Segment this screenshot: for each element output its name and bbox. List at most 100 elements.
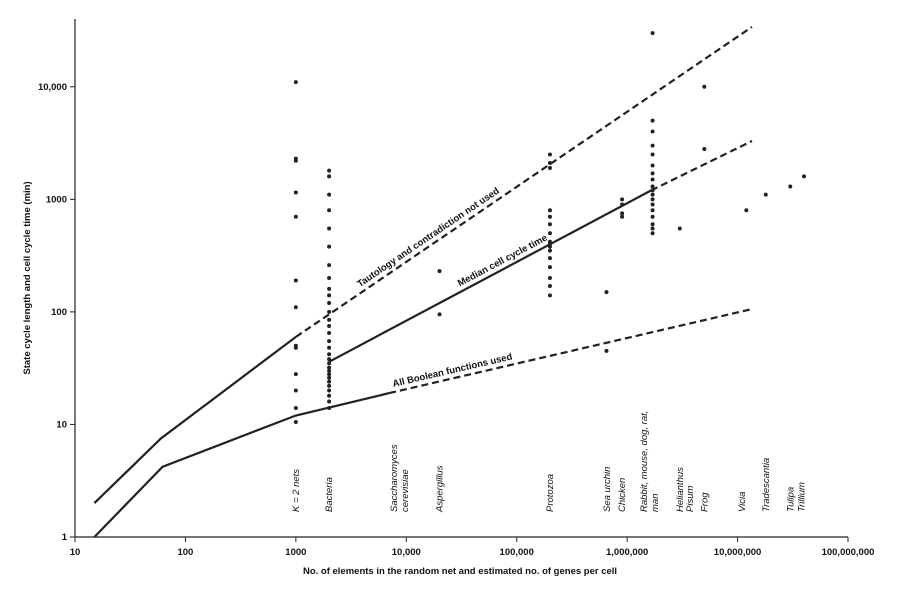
data-point: [327, 372, 332, 377]
data-point: [650, 118, 655, 123]
data-point: [620, 197, 625, 202]
data-point: [327, 276, 332, 280]
data-point: [650, 214, 655, 219]
curve: [295, 25, 753, 338]
group-label: Trillium: [797, 482, 808, 512]
data-point: [327, 405, 332, 410]
data-point: [650, 202, 655, 207]
data-point: [327, 345, 332, 350]
data-point: [788, 184, 793, 189]
data-point: [293, 80, 298, 85]
data-point: [650, 184, 655, 189]
data-point: [327, 286, 332, 291]
y-tick-label: 1000: [46, 194, 67, 205]
x-tick-label: 10,000,000: [714, 547, 762, 558]
data-point: [293, 278, 298, 283]
data-point: [327, 352, 332, 357]
data-point: [293, 305, 298, 310]
data-point: [293, 214, 298, 219]
data-point: [650, 226, 655, 231]
group-label: Saccharomyces: [389, 444, 400, 512]
data-point: [702, 84, 707, 89]
data-point: [327, 293, 332, 298]
group-label: Sea urchin: [602, 467, 613, 512]
data-point: [293, 420, 298, 425]
y-axis-title: State cycle length and cell cycle time (…: [22, 181, 33, 374]
group-label: K = 2 nets: [291, 469, 302, 512]
data-point: [327, 226, 332, 231]
data-point: [620, 211, 625, 216]
data-point: [547, 208, 552, 213]
data-point: [650, 129, 655, 134]
data-point: [650, 163, 655, 168]
data-point: [327, 399, 332, 404]
data-point: [650, 177, 655, 182]
data-point: [547, 248, 552, 253]
group-label: Protozoa: [545, 474, 556, 512]
data-point: [604, 290, 609, 295]
y-tick-label: 10,000: [38, 82, 67, 93]
data-point: [327, 192, 332, 197]
data-point: [327, 361, 332, 366]
data-point: [327, 323, 332, 328]
data-point: [802, 174, 807, 179]
data-point: [327, 174, 332, 179]
x-tick-label: 100,000,000: [822, 547, 875, 558]
y-tick-label: 1: [62, 532, 68, 543]
data-point: [327, 357, 332, 362]
data-point: [547, 214, 552, 219]
group-label: Chicken: [617, 478, 628, 512]
data-point: [650, 208, 655, 213]
data-point: [293, 190, 298, 195]
x-tick-label: 100,000: [500, 547, 534, 558]
data-point: [650, 188, 655, 193]
data-point: [437, 269, 442, 274]
data-point: [327, 263, 332, 268]
group-label: Rabbit, mouse, dog, rat,: [639, 411, 650, 512]
data-point: [702, 146, 707, 151]
group-label: Frog: [699, 492, 710, 512]
data-point: [547, 276, 552, 280]
x-axis-title: No. of elements in the random net and es…: [303, 566, 617, 577]
data-point: [327, 339, 332, 344]
data-point: [744, 208, 749, 213]
data-point: [437, 312, 442, 317]
data-point: [547, 256, 552, 261]
curve: [93, 392, 390, 538]
group-label: man: [650, 494, 661, 512]
data-point: [620, 202, 625, 207]
x-tick-label: 10,000: [392, 547, 421, 558]
y-tick-label: 10: [56, 419, 67, 430]
y-tick-label: 100: [51, 307, 67, 318]
curve: [388, 308, 751, 395]
data-point: [650, 152, 655, 157]
data-point: [293, 405, 298, 410]
data-point: [547, 165, 552, 170]
curve: [93, 336, 297, 504]
x-tick-label: 1000: [285, 547, 306, 558]
data-point: [327, 379, 332, 384]
data-point: [327, 365, 332, 370]
data-point: [327, 300, 332, 305]
x-tick-label: 100: [177, 547, 193, 558]
data-point: [327, 208, 332, 213]
data-point: [547, 265, 552, 270]
data-point: [650, 197, 655, 202]
data-point: [650, 222, 655, 227]
data-point: [547, 244, 552, 249]
line-label: Median cell cycle time: [456, 233, 549, 290]
data-point: [547, 161, 552, 166]
data-point: [327, 368, 332, 373]
data-point: [604, 348, 609, 353]
curve: [328, 189, 652, 363]
data-point: [327, 388, 332, 393]
data-point: [650, 31, 655, 36]
data-point: [327, 309, 332, 314]
data-point: [327, 383, 332, 388]
data-point: [327, 393, 332, 398]
data-point: [293, 372, 298, 377]
data-point: [327, 330, 332, 335]
group-label: Vicia: [737, 492, 748, 512]
data-point: [327, 244, 332, 249]
